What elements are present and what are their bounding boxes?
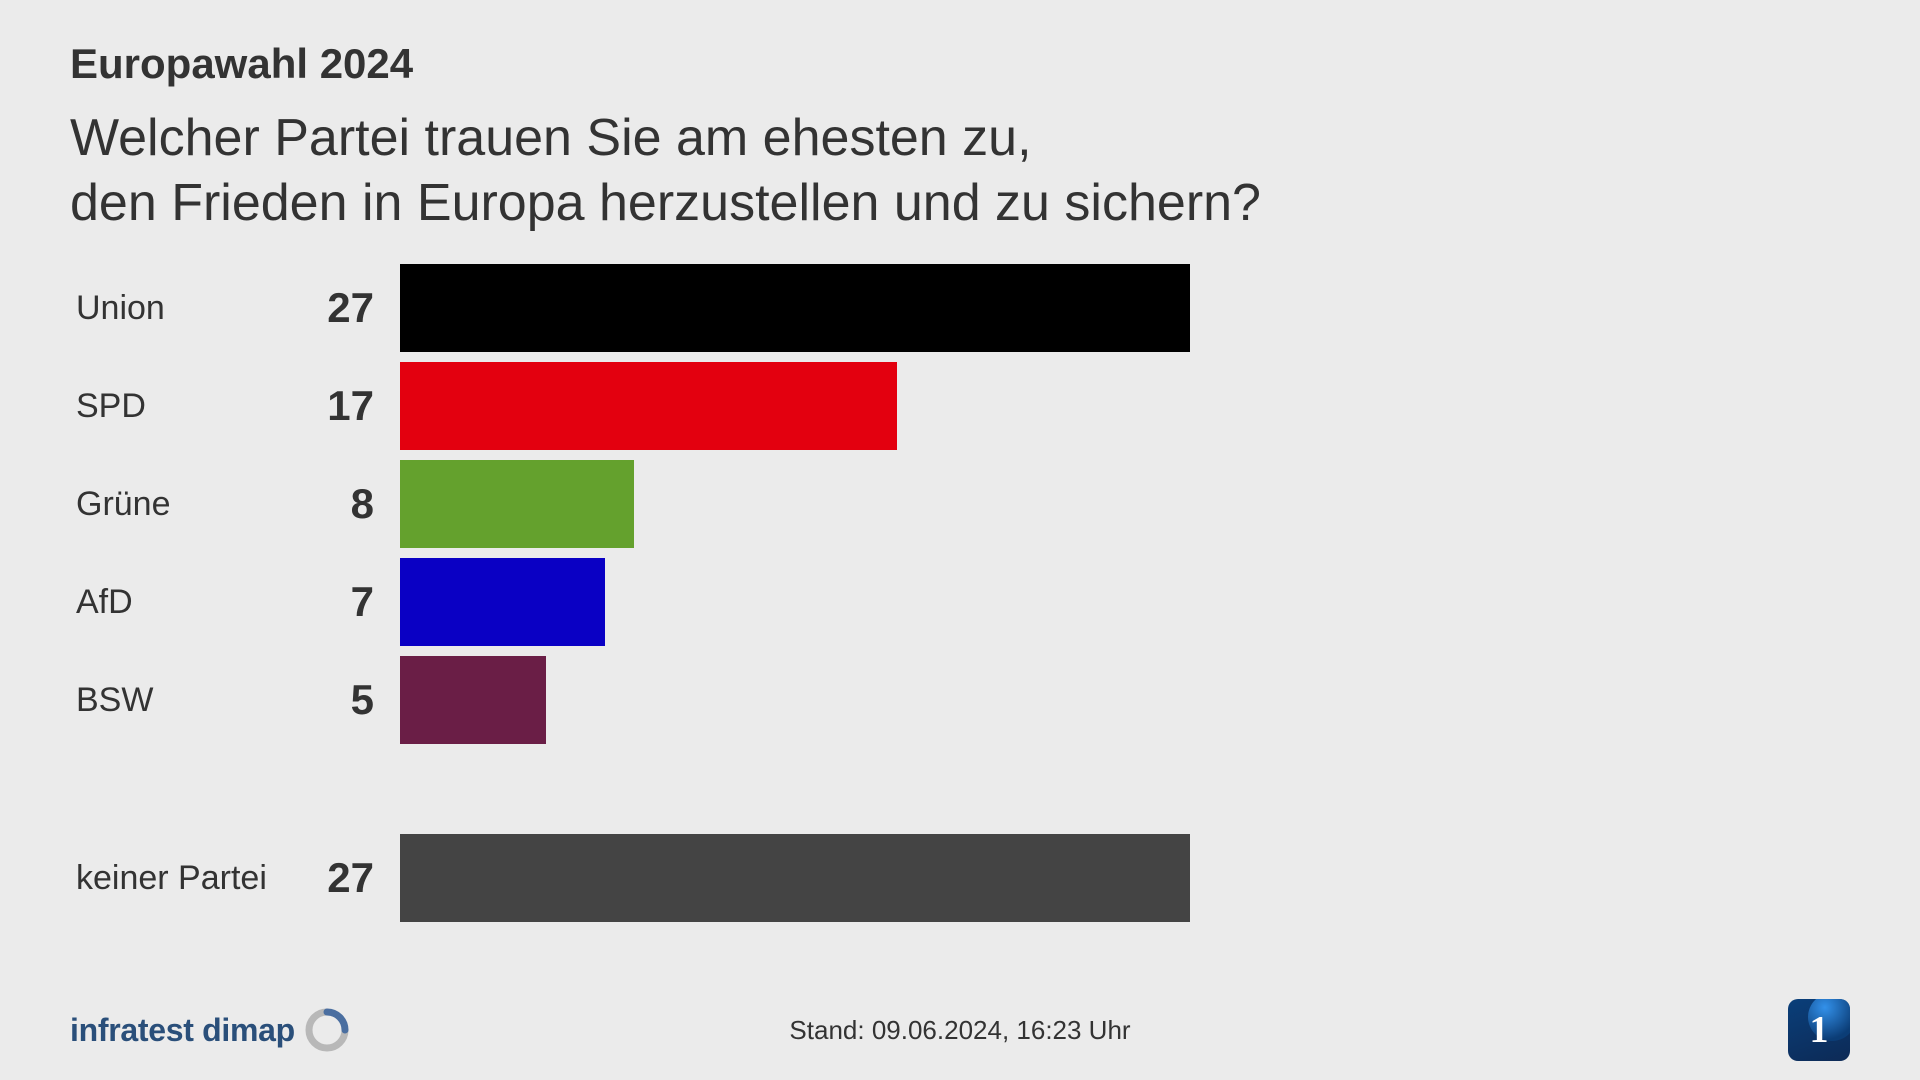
bar-value: 17	[280, 382, 400, 430]
bar-fill	[400, 264, 1190, 352]
supertitle: Europawahl 2024	[70, 40, 1850, 88]
title-line-2: den Frieden in Europa herzustellen und z…	[70, 174, 1261, 232]
bar-value: 8	[280, 480, 400, 528]
footer: infratest dimap Stand: 09.06.2024, 16:23…	[0, 1000, 1920, 1060]
title-line-1: Welcher Partei trauen Sie am ehesten zu,	[70, 109, 1032, 167]
bar-label: Union	[70, 289, 280, 328]
source-attribution: infratest dimap	[70, 1008, 349, 1052]
trust-bar-chart: Union27SPD17Grüne8AfD7BSW5keiner Partei2…	[70, 264, 1850, 922]
bar-label: keiner Partei	[70, 859, 280, 898]
bar-row: Grüne8	[70, 460, 1850, 548]
bar-fill	[400, 656, 546, 744]
bar-track	[400, 460, 1850, 548]
bar-track	[400, 362, 1850, 450]
bar-row: AfD7	[70, 558, 1850, 646]
source-text: infratest dimap	[70, 1012, 295, 1049]
bar-label: Grüne	[70, 485, 280, 524]
timestamp-label: Stand:	[789, 1015, 871, 1045]
bar-fill	[400, 460, 634, 548]
bar-row: BSW5	[70, 656, 1850, 744]
infratest-dimap-logo-icon	[305, 1008, 349, 1052]
bar-label: AfD	[70, 583, 280, 622]
bar-row: Union27	[70, 264, 1850, 352]
bar-value: 27	[280, 854, 400, 902]
bar-row: SPD17	[70, 362, 1850, 450]
bar-fill	[400, 834, 1190, 922]
bar-fill	[400, 558, 605, 646]
bar-track	[400, 264, 1850, 352]
timestamp: Stand: 09.06.2024, 16:23 Uhr	[789, 1015, 1130, 1046]
bar-row: keiner Partei27	[70, 834, 1850, 922]
broadcaster-symbol: 1	[1810, 1008, 1829, 1052]
bar-value: 27	[280, 284, 400, 332]
bar-track	[400, 834, 1850, 922]
bar-label: SPD	[70, 387, 280, 426]
chart-title: Welcher Partei trauen Sie am ehesten zu,…	[70, 106, 1850, 236]
broadcaster-logo-icon: 1	[1788, 999, 1850, 1061]
timestamp-value: 09.06.2024, 16:23 Uhr	[872, 1015, 1131, 1045]
bar-value: 5	[280, 676, 400, 724]
bar-label: BSW	[70, 681, 280, 720]
bar-track	[400, 656, 1850, 744]
bar-value: 7	[280, 578, 400, 626]
bar-track	[400, 558, 1850, 646]
bar-fill	[400, 362, 897, 450]
